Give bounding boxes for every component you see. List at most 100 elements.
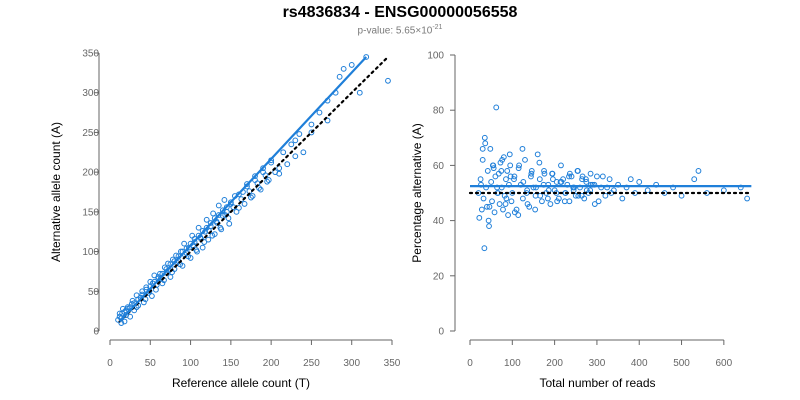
y-tick-label: 300	[82, 88, 99, 99]
data-point	[201, 239, 208, 245]
data-point	[260, 165, 266, 172]
data-point	[502, 201, 509, 207]
y-tick-label: 50	[88, 287, 100, 298]
data-point	[226, 220, 233, 227]
data-point	[541, 168, 547, 174]
x-tick-label: 600	[716, 358, 733, 369]
data-point	[578, 192, 585, 199]
data-point	[348, 62, 355, 68]
y-axis-label: Alternative allele count (A)	[49, 122, 63, 262]
data-point	[587, 170, 594, 177]
data-point	[143, 284, 150, 291]
data-point	[148, 293, 155, 299]
y-tick-label: 150	[82, 207, 99, 218]
y-tick-label: 20	[433, 271, 445, 282]
data-point	[505, 212, 511, 218]
data-point	[480, 195, 487, 202]
x-tick-label: 200	[546, 358, 563, 369]
data-point	[324, 117, 331, 124]
data-point	[219, 207, 226, 214]
data-point	[558, 162, 564, 169]
data-point	[233, 208, 240, 215]
data-point	[519, 195, 526, 202]
data-point	[591, 201, 598, 207]
data-point	[503, 195, 510, 202]
data-point	[140, 299, 147, 306]
data-point	[481, 245, 488, 252]
data-point	[165, 260, 171, 267]
data-point	[195, 224, 202, 231]
data-point	[496, 201, 503, 207]
data-point	[210, 210, 217, 217]
scatter-panel-right: 0 100 200 300 400 500 600 0 20 40 60 80 100 Total num…	[410, 51, 753, 390]
data-point	[252, 173, 258, 180]
data-point	[215, 212, 222, 218]
y-tick-label: 350	[82, 49, 99, 60]
data-point	[385, 77, 391, 84]
data-point	[292, 137, 299, 144]
y-tick-label: 100	[427, 51, 444, 62]
data-point	[549, 170, 555, 177]
data-point	[128, 301, 135, 307]
data-point	[308, 129, 315, 136]
data-point	[265, 177, 272, 183]
data-point	[539, 198, 545, 205]
data-point	[579, 176, 586, 183]
x-axis-label: Total number of reads	[539, 376, 655, 390]
data-point	[536, 159, 543, 166]
data-point	[153, 286, 159, 293]
data-point	[209, 232, 216, 239]
subtitle-prefix: p-value: 5.65×10	[357, 25, 433, 37]
data-point	[583, 176, 589, 183]
data-point	[498, 168, 505, 174]
data-point	[491, 209, 498, 216]
data-point	[487, 145, 494, 152]
data-point	[486, 223, 492, 230]
data-point	[363, 54, 370, 60]
data-point	[516, 162, 522, 169]
data-point	[503, 176, 509, 183]
data-point	[524, 187, 531, 194]
data-point	[478, 206, 485, 213]
data-point	[522, 156, 528, 163]
data-point	[292, 153, 299, 160]
data-point	[476, 214, 483, 221]
data-point	[296, 131, 303, 137]
y-axis-label: Percentage alternative (A)	[410, 123, 424, 262]
y-tick-label: 100	[82, 247, 99, 258]
data-point	[481, 134, 488, 141]
data-point	[500, 206, 506, 213]
data-point	[595, 198, 602, 205]
data-point	[695, 168, 702, 174]
data-point	[203, 216, 210, 223]
reference-line	[118, 55, 390, 323]
data-point	[356, 89, 363, 96]
data-point	[484, 203, 490, 210]
data-point	[121, 309, 128, 315]
subtitle-exponent: -21	[432, 24, 443, 31]
data-point	[489, 198, 495, 205]
x-tick-label: 400	[631, 358, 648, 369]
data-point	[520, 179, 527, 185]
data-point	[644, 187, 651, 194]
data-point	[221, 197, 228, 203]
data-point	[744, 195, 751, 202]
scatter-panel-left: 0 50 100 150 200 250 300 350 0 50 100 150 200 250 300 3…	[49, 49, 401, 391]
data-point	[288, 141, 295, 148]
data-point	[566, 198, 573, 205]
data-point	[537, 192, 544, 199]
data-point	[489, 162, 496, 169]
data-point	[507, 173, 514, 180]
data-point	[276, 170, 283, 177]
data-point	[606, 176, 613, 183]
data-point	[579, 173, 586, 180]
x-tick-label: 300	[589, 358, 606, 369]
data-point	[484, 168, 491, 174]
data-point	[193, 247, 200, 253]
y-tick-label: 60	[433, 161, 445, 172]
data-point	[528, 168, 535, 174]
data-point	[528, 173, 534, 180]
x-tick-label: 0	[467, 358, 473, 369]
data-point	[534, 151, 541, 158]
